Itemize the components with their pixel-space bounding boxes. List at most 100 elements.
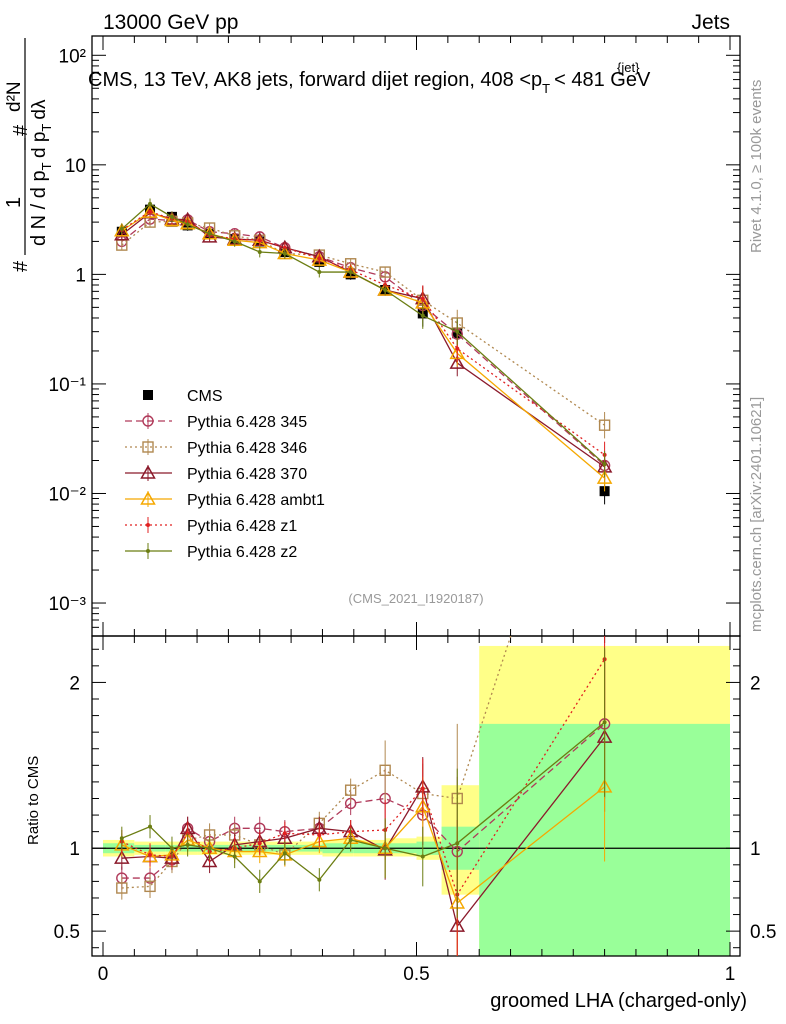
main-point	[114, 226, 130, 241]
y-label-dN-dpT: d N / d pT	[28, 162, 54, 246]
main-point	[142, 204, 158, 218]
main-point	[282, 245, 287, 250]
main-y-tick-label: 10	[65, 156, 86, 177]
ratio-series-layer	[114, 636, 613, 956]
ratio-point	[282, 831, 287, 836]
main-point	[317, 256, 322, 261]
ratio-point	[257, 879, 262, 884]
ratio-point	[282, 851, 287, 856]
legend-marker	[140, 490, 156, 505]
ratio-uncertainty-bands	[103, 645, 730, 956]
legend-label: Pythia 6.428 z2	[187, 544, 297, 561]
main-y-axis-label: # 1 d N / d pT # d²N d pTdλ	[3, 38, 54, 272]
main-point	[311, 252, 328, 266]
side-label-bottom: mcplots.cern.ch [arXiv:2401.10621]	[748, 397, 765, 632]
main-series-layer	[114, 198, 613, 505]
main-series-2	[116, 215, 611, 439]
main-point	[148, 209, 153, 214]
ratio-point	[114, 850, 130, 864]
main-point	[257, 250, 262, 255]
header-left: 13000 GeV pp	[103, 11, 238, 34]
title-superscript: {jet}	[617, 60, 640, 75]
y-label-dpT-main: d p	[29, 132, 50, 158]
legend-entry: CMS	[143, 388, 223, 405]
main-y-tick-label: 10²	[59, 46, 86, 67]
ratio-y-tick-label: 0.5	[54, 922, 80, 943]
main-point	[207, 231, 212, 236]
main-series-line	[121, 203, 606, 465]
main-y-tick-label: 1	[75, 265, 86, 286]
legend-marker	[146, 549, 150, 553]
legend-label: Pythia 6.428 370	[187, 466, 307, 483]
y-label-dpT-dlambda: d pTdλ	[29, 99, 54, 158]
legend-label: Pythia 6.428 345	[187, 414, 307, 431]
legend-marker	[143, 390, 153, 400]
y-label-dlambda: dλ	[29, 99, 50, 120]
ratio-series-line	[121, 721, 606, 883]
ratio-point	[348, 837, 353, 842]
main-series-3	[114, 204, 613, 481]
ratio-point	[420, 786, 425, 791]
ratio-point	[344, 784, 357, 796]
legend-marker	[142, 415, 154, 427]
main-axes: 10⁻³ 10⁻² 10⁻¹ 1 10 10²	[49, 36, 740, 637]
main-series-1	[116, 213, 611, 479]
ratio-point	[148, 852, 153, 857]
ratio-y-tick-label-right: 0.5	[750, 922, 776, 943]
y-label-hash-lead: #	[10, 260, 32, 272]
legend-label: Pythia 6.428 z1	[187, 518, 297, 535]
analysis-label: (CMS_2021_I1920187)	[348, 591, 483, 606]
title-prefix: CMS, 13 TeV, AK8 jets, forward dijet reg…	[88, 69, 542, 91]
y-label-dN-dpT-main: d N / d p	[28, 170, 50, 246]
ratio-y-tick-label: 2	[69, 673, 80, 694]
legend-entry: Pythia 6.428 ambt1	[125, 490, 325, 509]
legend-entry: Pythia 6.428 z2	[125, 543, 297, 561]
y-label-one: 1	[3, 197, 25, 208]
ratio-point	[148, 824, 153, 829]
main-point	[348, 270, 353, 275]
ratio-point	[232, 854, 237, 859]
main-point	[119, 226, 124, 231]
legend-marker	[146, 523, 150, 527]
ratio-point	[420, 854, 425, 859]
ratio-point	[455, 841, 460, 846]
legend-entry: Pythia 6.428 346	[125, 439, 307, 457]
main-series-line	[121, 211, 606, 479]
y-label-dN-dpT-sub: T	[39, 162, 54, 170]
main-y-tick-label: 10⁻²	[49, 484, 87, 505]
main-point	[317, 270, 322, 275]
main-point	[185, 222, 190, 227]
legend: CMS Pythia 6.428 345 Pythia 6.428 346 Pythi…	[125, 388, 325, 561]
main-point	[455, 329, 460, 334]
x-tick-label: 0.5	[403, 964, 429, 985]
main-point	[598, 419, 611, 431]
legend-marker	[140, 464, 156, 479]
main-point	[420, 296, 425, 301]
main-point	[420, 313, 425, 318]
ratio-point	[185, 842, 190, 847]
ratio-axes: 0.5 0.5 1 1 2 2 0 0.5 1	[54, 636, 776, 985]
ratio-point	[251, 843, 268, 858]
ratio-point	[116, 882, 128, 894]
ratio-point	[201, 853, 218, 868]
ratio-series-group	[114, 636, 613, 956]
y-label-hash-2: #	[10, 124, 32, 136]
ratio-point	[144, 880, 156, 893]
title-subscript: T	[542, 81, 550, 96]
ratio-point	[383, 846, 388, 851]
legend-label: Pythia 6.428 346	[187, 440, 307, 457]
main-point	[455, 346, 460, 351]
ratio-point	[257, 841, 262, 846]
main-series-6	[119, 198, 607, 478]
main-point	[201, 228, 218, 243]
legend-entry: Pythia 6.428 370	[125, 464, 307, 483]
x-tick-label: 1	[725, 964, 736, 985]
x-axis-label: groomed LHA (charged-only)	[490, 990, 747, 1012]
main-point	[257, 238, 262, 243]
main-point	[449, 355, 466, 369]
y-label-dpT-sub: T	[39, 124, 54, 132]
main-point	[379, 266, 391, 278]
ratio-point	[317, 832, 322, 837]
title-suffix: < 481 GeV	[554, 69, 651, 91]
ratio-point	[311, 833, 328, 848]
